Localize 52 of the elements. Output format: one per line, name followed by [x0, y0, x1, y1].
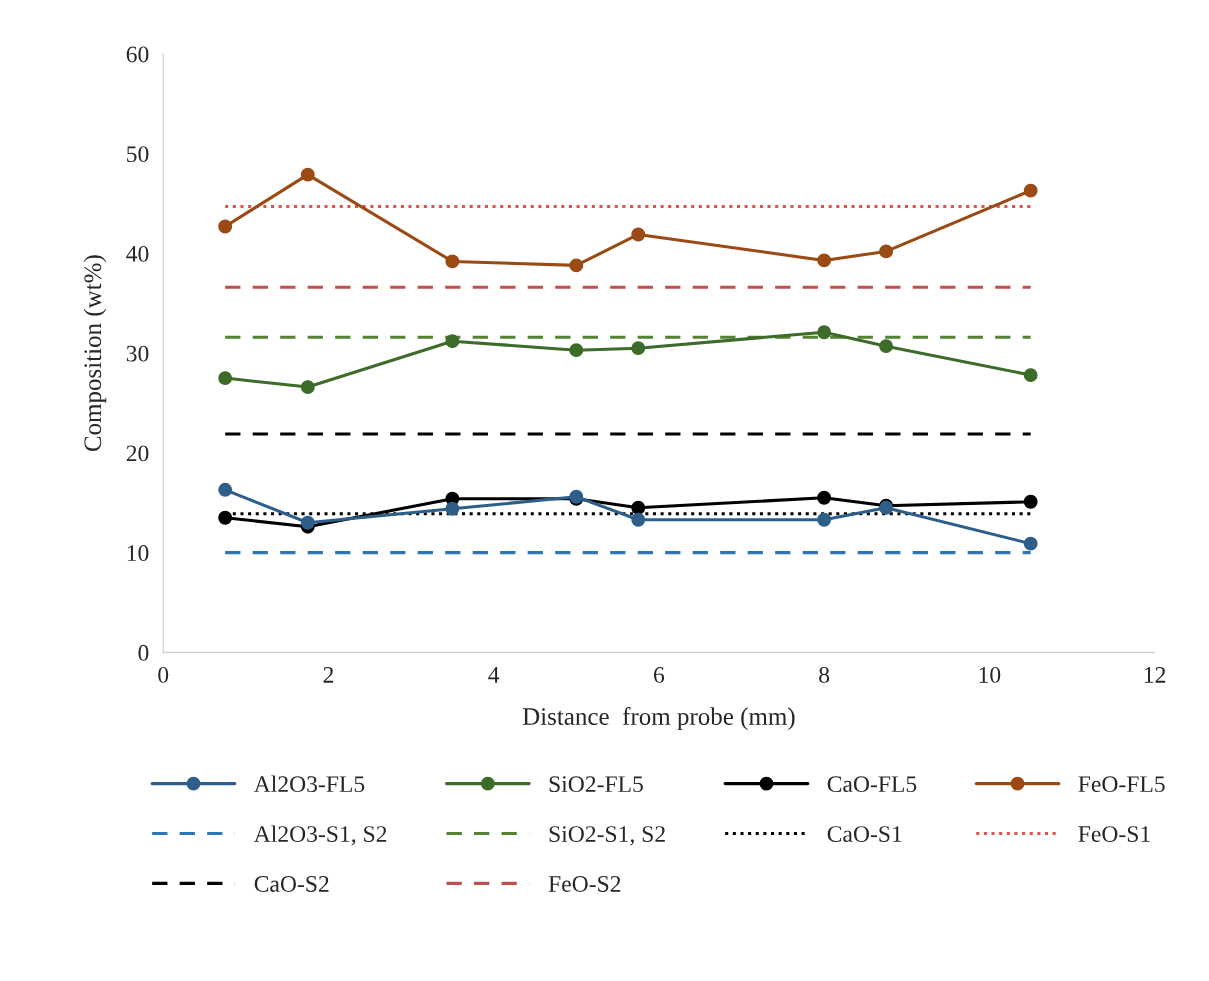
point — [631, 227, 646, 242]
legend-label: CaO-S2 — [254, 876, 329, 892]
point — [569, 258, 584, 273]
legend-label: SiO2-FL5 — [549, 776, 643, 793]
x-tick-label: 2 — [323, 667, 334, 683]
legend-label: Al2O3-FL5 — [253, 775, 365, 793]
legend-label: FeO-S2 — [548, 876, 621, 892]
point — [879, 339, 894, 354]
y-tick-label: 30 — [126, 345, 149, 362]
y-tick-label: 20 — [126, 445, 149, 462]
x-tick-label: 4 — [488, 667, 500, 683]
point — [1023, 536, 1038, 551]
point — [879, 244, 894, 259]
y-tick-label: 60 — [126, 46, 149, 63]
point — [817, 325, 832, 340]
legend-label: FeO-S1 — [1078, 826, 1150, 842]
point — [218, 219, 233, 234]
legend-label: CaO-S1 — [827, 826, 902, 842]
y-tick-label: 0 — [138, 644, 149, 661]
point — [218, 371, 233, 386]
point — [218, 482, 233, 497]
point — [300, 380, 315, 395]
point — [631, 500, 646, 515]
point — [445, 334, 460, 349]
point — [445, 254, 460, 269]
point — [1023, 494, 1038, 509]
point — [445, 501, 460, 516]
point — [817, 490, 832, 505]
legend-label: Al2O3-S1, S2 — [253, 825, 387, 846]
x-tick-label: 10 — [979, 666, 1001, 683]
x-tick-label: 0 — [158, 666, 169, 683]
legend-label: CaO-FL5 — [827, 776, 917, 793]
y-tick-label: 10 — [127, 545, 149, 562]
point — [300, 515, 315, 530]
point — [817, 512, 832, 527]
point — [569, 343, 584, 358]
point — [631, 341, 646, 356]
x-tick-label: 8 — [819, 666, 830, 683]
point — [817, 253, 832, 268]
legend-label: SiO2-S1, S2 — [549, 826, 665, 846]
x-axis-title: Distance from probe (mm) — [522, 707, 795, 731]
x-tick-label: 6 — [654, 667, 665, 683]
x-tick-label: 12 — [1144, 667, 1166, 683]
y-tick-label: 40 — [126, 245, 149, 262]
y-tick-label: 50 — [127, 146, 149, 163]
point — [1023, 183, 1038, 198]
point — [300, 167, 315, 182]
point — [631, 512, 646, 527]
y-axis-title: Composition (wt%) — [83, 255, 107, 452]
legend-label: FeO-FL5 — [1078, 776, 1165, 793]
point — [218, 510, 233, 525]
point — [1023, 368, 1038, 383]
